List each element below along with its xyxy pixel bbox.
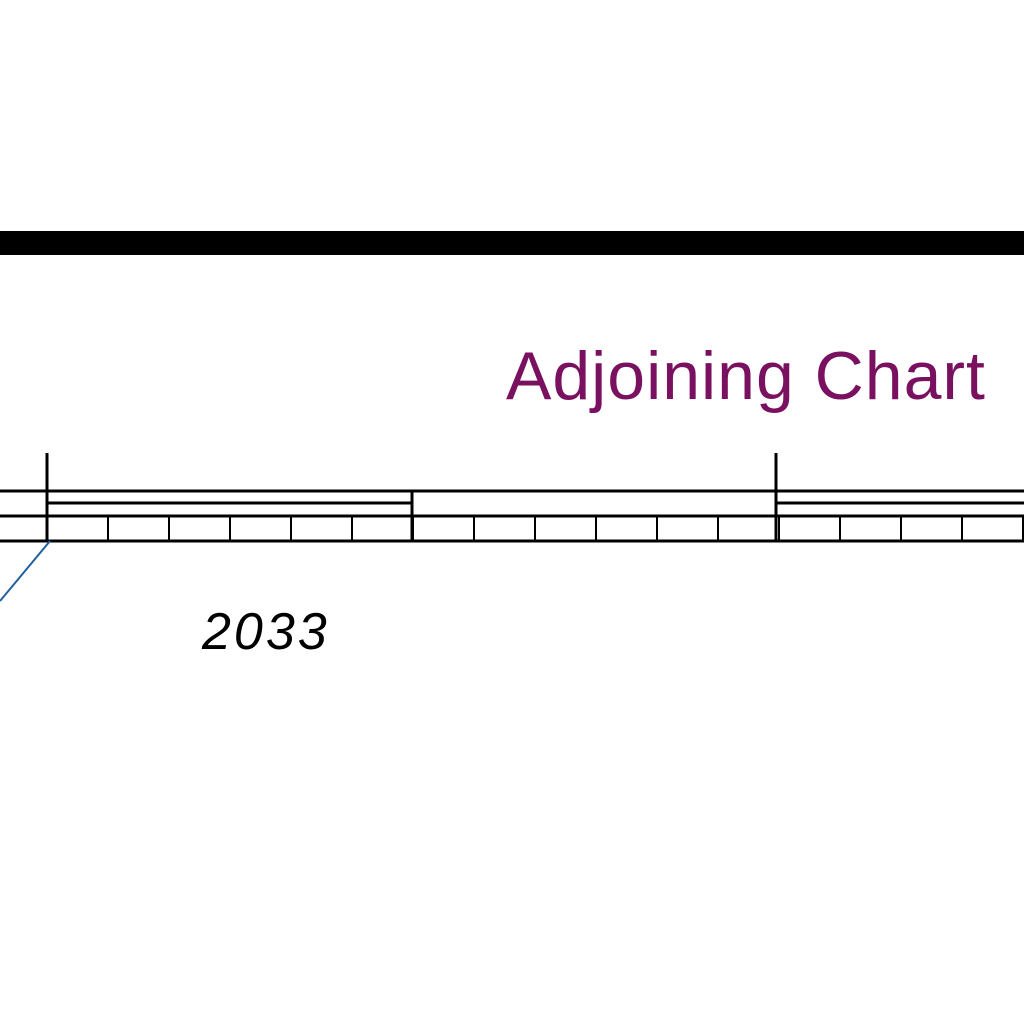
adjoining-chart-label: Adjoining Chart bbox=[506, 338, 986, 414]
adjoining-chart-number[interactable]: 2033 bbox=[202, 603, 330, 661]
chart-neatline bbox=[0, 231, 1024, 255]
adjoining-chart-leader-line bbox=[0, 540, 51, 602]
